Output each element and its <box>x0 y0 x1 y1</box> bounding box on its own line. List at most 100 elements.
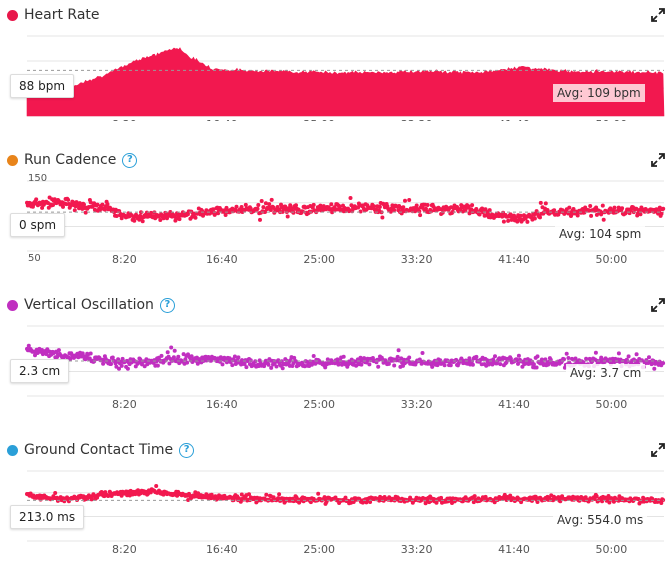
data-point <box>358 209 363 214</box>
expand-icon[interactable] <box>651 443 665 457</box>
data-point <box>277 492 282 497</box>
data-point <box>343 495 348 500</box>
data-point <box>263 201 268 206</box>
help-icon[interactable]: ? <box>179 442 195 458</box>
data-point <box>220 362 225 367</box>
x-tick-label: 50:00 <box>596 118 628 121</box>
data-point <box>102 207 107 212</box>
data-point <box>661 361 666 366</box>
run-cadence-panel: Run Cadence ? 8:20 16:40 25:00 33:20 41:40 50… <box>0 151 672 266</box>
data-point <box>120 356 125 361</box>
data-point <box>377 204 382 209</box>
data-point <box>487 208 492 213</box>
data-point <box>351 500 356 504</box>
data-point <box>274 364 279 369</box>
data-point <box>269 197 274 202</box>
data-point <box>109 362 113 366</box>
data-point <box>155 363 160 368</box>
data-point <box>165 350 170 355</box>
data-point <box>101 361 106 366</box>
data-point <box>516 361 520 366</box>
data-point <box>359 362 364 367</box>
data-point <box>370 356 375 360</box>
data-point <box>291 210 296 215</box>
heart-rate-chart[interactable]: 8:20 16:40 25:00 33:20 41:40 50:00 <box>0 6 672 121</box>
data-point <box>486 211 490 216</box>
data-point <box>119 363 124 368</box>
data-point <box>392 208 397 213</box>
y-tick-label: 50 <box>28 253 41 264</box>
data-point <box>316 491 321 496</box>
data-point <box>159 353 164 358</box>
data-point <box>620 206 625 211</box>
data-point <box>659 211 664 216</box>
data-point <box>474 354 479 359</box>
data-point <box>140 219 145 224</box>
data-point <box>341 354 346 359</box>
data-point <box>607 500 612 505</box>
data-point <box>538 215 542 220</box>
data-point <box>448 363 453 368</box>
expand-icon[interactable] <box>651 153 665 167</box>
data-point <box>236 355 241 360</box>
x-tick-label: 50:00 <box>596 398 628 411</box>
data-point <box>545 208 550 212</box>
data-point <box>311 354 316 358</box>
ground-contact-time-chart[interactable]: 8:20 16:40 25:00 33:20 41:40 50:00 <box>0 441 672 561</box>
data-point <box>125 366 130 371</box>
data-point <box>425 203 430 207</box>
data-point <box>66 197 71 202</box>
data-point <box>193 215 198 220</box>
data-point <box>239 492 244 497</box>
help-icon[interactable]: ? <box>159 297 175 313</box>
data-point <box>171 355 176 360</box>
data-point <box>600 203 605 208</box>
data-point <box>573 356 578 361</box>
vertical-oscillation-chart[interactable]: 8:20 16:40 25:00 33:20 41:40 50:00 <box>0 296 672 411</box>
data-point <box>211 207 216 212</box>
data-point <box>368 500 373 504</box>
x-tick-label: 41:40 <box>498 118 530 121</box>
data-point <box>244 365 249 370</box>
data-point <box>183 357 188 362</box>
data-point <box>543 201 548 206</box>
data-point <box>247 492 251 497</box>
data-point <box>414 203 419 208</box>
ground-contact-time-avg-label: Avg: 554.0 ms <box>553 511 648 529</box>
data-point <box>466 204 471 209</box>
data-point <box>535 354 540 359</box>
data-point <box>616 351 621 356</box>
expand-icon[interactable] <box>651 298 665 312</box>
data-point <box>395 354 400 359</box>
data-point <box>259 199 264 203</box>
help-icon[interactable]: ? <box>122 152 138 168</box>
vertical-oscillation-dot-icon <box>7 299 18 311</box>
x-tick-label: 8:20 <box>112 118 137 121</box>
data-point <box>601 217 606 222</box>
data-point <box>149 210 153 215</box>
data-point <box>261 205 266 210</box>
data-point <box>280 209 285 214</box>
expand-icon[interactable] <box>651 8 665 22</box>
panel-title: Run Cadence ? <box>7 151 138 169</box>
data-point <box>230 363 235 368</box>
panel-title: Vertical Oscillation ? <box>7 296 175 314</box>
data-point <box>593 350 598 355</box>
data-point <box>606 494 611 498</box>
data-point <box>518 213 523 218</box>
data-point <box>132 218 137 223</box>
data-point <box>626 354 631 359</box>
data-point <box>239 205 244 209</box>
x-tick-label: 41:40 <box>498 253 530 266</box>
data-point <box>498 362 503 367</box>
run-cadence-chart[interactable]: 8:20 16:40 25:00 33:20 41:40 50:00 <box>0 151 672 266</box>
ground-contact-time-value-label: 213.0 ms <box>10 505 85 529</box>
data-point <box>322 495 327 500</box>
data-point <box>534 365 539 370</box>
data-point <box>472 494 477 499</box>
data-point <box>584 356 589 361</box>
heart-rate-dot-icon <box>7 9 18 21</box>
data-point <box>167 361 172 366</box>
heart-rate-value-label: 88 bpm <box>10 74 75 98</box>
data-point <box>138 357 143 362</box>
